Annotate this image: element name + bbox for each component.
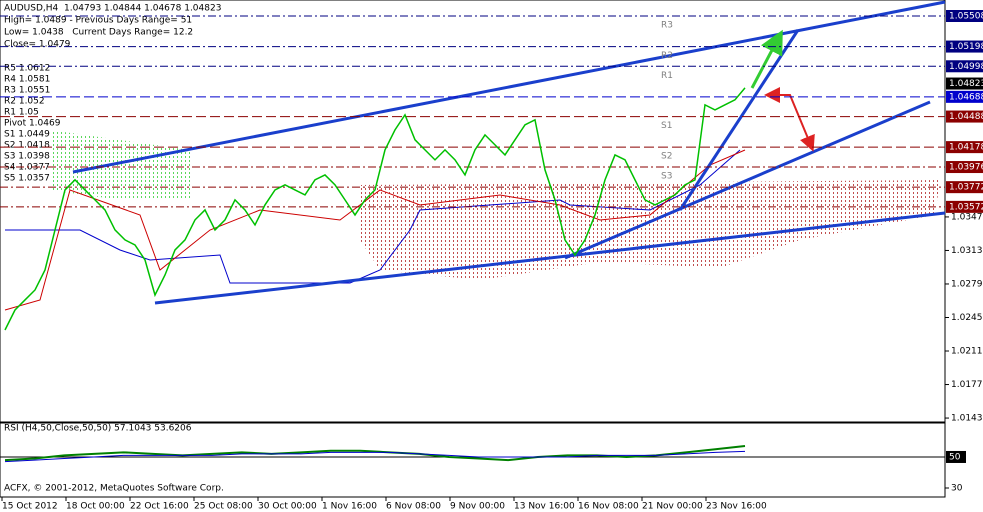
x-tick-label: 6 Nov 08:00 [386, 502, 441, 512]
x-tick-label: 15 Oct 2012 [2, 502, 58, 512]
x-tick-label: 23 Nov 16:00 [706, 502, 767, 512]
pivot-line: S1 1.0449 [4, 130, 50, 140]
x-tick-label: 18 Oct 00:00 [66, 502, 125, 512]
y-tick-label: 1.02790 [951, 279, 983, 289]
info-line: Close= 1.0479 [4, 40, 71, 50]
pivot-line: R5 1.0612 [4, 64, 50, 74]
trend-line [72, 0, 946, 174]
level-label: 1.03772 [949, 183, 983, 193]
price-line [4, 87, 746, 331]
x-tick-label: 22 Oct 16:00 [130, 502, 189, 512]
y-tick-label: 1.02450 [951, 313, 983, 323]
level-box [946, 450, 966, 463]
price-line [4, 450, 746, 463]
pivot-line: R1 1.05 [4, 108, 39, 118]
level-box [946, 181, 983, 194]
pivot-line: Pivot 1.0469 [4, 119, 61, 129]
y-tick-label: 1.01430 [951, 414, 983, 424]
x-tick-label: 16 Nov 08:00 [578, 502, 639, 512]
y-tick-label: 1.02110 [951, 347, 983, 357]
trend-line [564, 100, 931, 260]
pivot-line: S5 1.0357 [4, 174, 50, 184]
level-box [946, 110, 983, 123]
level-box [946, 77, 983, 90]
y-tick-label: 1.03130 [951, 246, 983, 256]
y-tick-label: 1.01770 [951, 380, 983, 390]
pivot-line: S3 1.0398 [4, 152, 50, 162]
price-line [4, 444, 746, 462]
rsi-level-label: 50 [949, 452, 961, 462]
level-label: 1.05508 [949, 12, 983, 22]
level-box [946, 10, 983, 22]
level-label: 1.04688 [949, 92, 983, 102]
info-line: Low= 1.0438 Current Days Range= 12.2 [4, 28, 193, 38]
indicator-line [5, 149, 741, 284]
level-name: R3 [661, 21, 673, 31]
copyright: ACFX, © 2001-2012, MetaQuotes Software C… [4, 484, 224, 494]
level-name: S3 [661, 172, 672, 182]
level-name: S1 [661, 121, 672, 131]
chart-title: AUDUSD,H4 1.04793 1.04844 1.04678 1.0482… [4, 4, 221, 14]
level-label: 1.03572 [949, 202, 983, 212]
level-box [946, 90, 983, 103]
pivot-line: R2 1.052 [4, 97, 45, 107]
level-name: R1 [661, 71, 673, 81]
level-box [946, 60, 983, 73]
info-line: High= 1.0489 - Previous Days Range= 51 [4, 16, 192, 26]
level-name: S2 [661, 152, 672, 162]
x-tick-label: 9 Nov 00:00 [450, 502, 505, 512]
level-label: 1.05198 [949, 42, 983, 52]
pivot-line: R3 1.0551 [4, 86, 50, 96]
rsi-title: RSI (H4,50,Close,50,50) 57.1043 53.6206 [4, 424, 192, 434]
level-label: 1.04178 [949, 143, 983, 153]
trend-line [678, 29, 800, 211]
pivot-line: S4 1.0377 [4, 163, 50, 173]
x-tick-label: 13 Nov 16:00 [514, 502, 575, 512]
pivot-line: S2 1.0418 [4, 141, 50, 151]
cloud [360, 180, 940, 280]
x-tick-label: 1 Nov 16:00 [322, 502, 377, 512]
level-name: R2 [661, 51, 673, 61]
level-box [946, 200, 983, 213]
x-tick-label: 25 Oct 08:00 [194, 502, 253, 512]
x-tick-label: 30 Oct 00:00 [258, 502, 317, 512]
x-tick-label: 21 Nov 00:00 [642, 502, 703, 512]
rsi-panel [0, 422, 946, 498]
arrow [750, 29, 783, 89]
pivot-line: R4 1.0581 [4, 75, 50, 85]
indicator-line [4, 149, 746, 311]
level-box [946, 141, 983, 154]
y-tick-label: 30 [951, 484, 963, 494]
arrow [764, 87, 815, 152]
trend-line [154, 211, 946, 305]
level-label: 1.04998 [949, 62, 983, 72]
y-tick-label: 1.03470 [951, 212, 983, 222]
level-box [946, 40, 983, 53]
level-label: 1.03976 [949, 163, 983, 173]
level-label: 1.04823 [949, 79, 983, 89]
level-box [946, 161, 983, 174]
level-label: 1.04488 [949, 112, 983, 122]
